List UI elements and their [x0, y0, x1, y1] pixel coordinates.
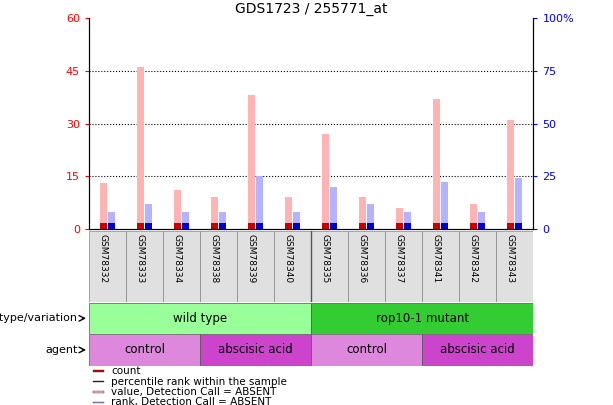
Bar [508, 222, 514, 229]
Bar [367, 222, 374, 229]
Text: control: control [124, 343, 165, 356]
Bar [248, 96, 255, 229]
Bar [93, 381, 104, 382]
Bar [293, 212, 300, 229]
Bar [348, 231, 385, 302]
Bar [93, 370, 104, 372]
Text: GSM78336: GSM78336 [357, 234, 367, 284]
Bar [126, 231, 163, 302]
Text: GSM78337: GSM78337 [395, 234, 404, 284]
Bar [422, 231, 459, 302]
Bar [478, 212, 485, 229]
Bar [478, 222, 485, 229]
Bar [516, 222, 522, 229]
Title: GDS1723 / 255771_at: GDS1723 / 255771_at [235, 2, 387, 16]
Bar [397, 222, 403, 229]
Bar [93, 391, 104, 393]
Text: rank, Detection Call = ABSENT: rank, Detection Call = ABSENT [111, 397, 272, 405]
Bar [274, 231, 311, 302]
Bar [508, 120, 514, 229]
Bar [163, 231, 200, 302]
Bar [145, 222, 152, 229]
Bar [433, 99, 440, 229]
Text: GSM78338: GSM78338 [210, 234, 218, 284]
Bar [459, 231, 497, 302]
Text: GSM78341: GSM78341 [432, 234, 441, 284]
Bar [211, 222, 218, 229]
Text: abscisic acid: abscisic acid [218, 343, 293, 356]
Text: agent: agent [45, 345, 78, 355]
Bar [311, 231, 348, 302]
Bar [293, 222, 300, 229]
Text: count: count [111, 366, 140, 376]
Text: wild type: wild type [173, 312, 227, 325]
Text: GSM78340: GSM78340 [284, 234, 292, 284]
Bar [108, 212, 115, 229]
Text: value, Detection Call = ABSENT: value, Detection Call = ABSENT [111, 387, 276, 397]
Text: genotype/variation: genotype/variation [0, 313, 78, 323]
Text: GSM78334: GSM78334 [172, 234, 181, 284]
Bar [516, 178, 522, 229]
Bar [89, 303, 311, 334]
Bar [89, 334, 200, 366]
Bar [359, 222, 366, 229]
Bar [256, 176, 263, 229]
Text: GSM78332: GSM78332 [99, 234, 107, 284]
Bar [100, 222, 107, 229]
Bar [405, 222, 411, 229]
Bar [497, 231, 533, 302]
Bar [285, 222, 292, 229]
Text: rop10-1 mutant: rop10-1 mutant [376, 312, 469, 325]
Bar [219, 222, 226, 229]
Bar [311, 334, 422, 366]
Bar [174, 190, 181, 229]
Bar [100, 183, 107, 229]
Bar [108, 222, 115, 229]
Text: GSM78333: GSM78333 [135, 234, 145, 284]
Bar [433, 222, 440, 229]
Bar [285, 197, 292, 229]
Bar [93, 401, 104, 403]
Bar [405, 212, 411, 229]
Bar [359, 197, 366, 229]
Bar [174, 222, 181, 229]
Text: percentile rank within the sample: percentile rank within the sample [111, 377, 287, 386]
Text: GSM78342: GSM78342 [469, 234, 478, 284]
Bar [385, 231, 422, 302]
Bar [441, 222, 448, 229]
Bar [330, 187, 337, 229]
Bar [248, 222, 255, 229]
Text: GSM78335: GSM78335 [321, 234, 330, 284]
Bar [200, 334, 311, 366]
Bar [470, 204, 477, 229]
Bar [367, 204, 374, 229]
Text: GSM78339: GSM78339 [246, 234, 256, 284]
Bar [311, 303, 533, 334]
Bar [256, 222, 263, 229]
Bar [397, 208, 403, 229]
Bar [182, 222, 189, 229]
Bar [89, 231, 126, 302]
Bar [145, 204, 152, 229]
Bar [470, 222, 477, 229]
Bar [422, 334, 533, 366]
Bar [211, 197, 218, 229]
Bar [200, 231, 237, 302]
Bar [182, 212, 189, 229]
Bar [137, 67, 144, 229]
Bar [237, 231, 274, 302]
Text: abscisic acid: abscisic acid [440, 343, 515, 356]
Bar [219, 212, 226, 229]
Text: control: control [346, 343, 387, 356]
Bar [441, 183, 448, 229]
Bar [322, 134, 329, 229]
Bar [322, 222, 329, 229]
Text: GSM78343: GSM78343 [506, 234, 515, 284]
Bar [330, 222, 337, 229]
Bar [137, 222, 144, 229]
